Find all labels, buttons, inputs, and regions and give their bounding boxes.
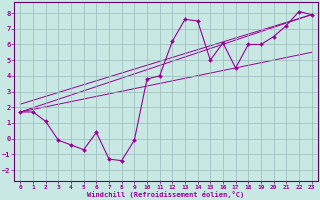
X-axis label: Windchill (Refroidissement éolien,°C): Windchill (Refroidissement éolien,°C) — [87, 191, 244, 198]
